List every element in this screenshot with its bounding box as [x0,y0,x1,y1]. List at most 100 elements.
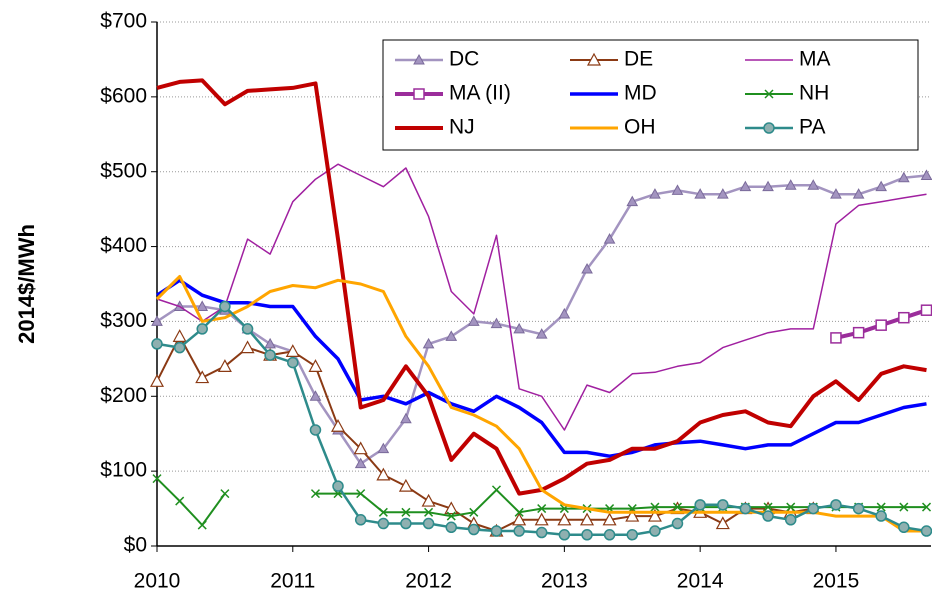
legend-item: NJ [395,116,475,139]
point [309,424,322,436]
point [285,344,300,357]
series [156,278,927,458]
point [490,317,503,329]
point [581,529,593,541]
point [830,332,842,344]
point [875,510,887,522]
point [603,529,616,541]
point [852,326,865,339]
point [377,517,390,530]
point [580,512,595,526]
point [217,359,232,372]
legend-label: MA [799,48,831,71]
point [694,499,706,511]
legend-marker [763,122,775,134]
point [626,195,639,207]
point [309,390,322,401]
y-tick-label: $400 [100,234,147,257]
series [155,275,927,533]
point [310,489,320,499]
point [401,507,411,517]
point [875,180,888,192]
point [830,499,842,511]
point [534,512,549,526]
point [421,493,436,507]
legend-label: DE [624,48,653,71]
point [784,514,797,526]
legend-label: NJ [449,116,475,139]
legend-item: PA [745,116,825,139]
point [920,525,932,537]
point [446,511,456,521]
series [830,304,932,344]
legend-label: NH [799,82,829,105]
point [875,319,887,331]
point [196,323,208,335]
point [149,374,165,387]
series [151,300,932,541]
point [287,356,299,369]
x-tick-label: 2011 [270,570,315,593]
point [173,341,186,354]
point [762,510,774,522]
point [151,315,163,326]
legend-item: MA [745,48,831,71]
point [240,340,255,354]
point [513,322,526,334]
point [558,307,571,319]
point [920,169,932,180]
point [445,330,458,341]
point [625,508,640,522]
point [422,517,435,530]
legend-marker [764,89,774,99]
x-tick-label: 2013 [541,570,588,593]
series-line [156,163,927,431]
point [852,502,865,515]
legend-label: PA [799,116,825,139]
legend-marker [413,53,425,65]
point [197,520,207,530]
y-tick-label: $300 [100,309,147,332]
x-tick-label: 2015 [813,570,860,593]
point [876,502,886,512]
point [739,502,752,515]
point [715,516,730,530]
point [151,338,163,350]
point [762,180,774,192]
series-line [156,278,927,458]
point [557,512,572,526]
x-tick-label: 2014 [677,570,724,593]
point [716,188,729,199]
y-tick-label: $600 [100,84,147,107]
point [581,262,593,274]
legend-label: MA (II) [449,82,511,105]
point [332,480,344,492]
point [649,525,661,537]
point [717,499,729,511]
legend-item: NH [745,82,829,105]
x-tick-label: 2012 [405,570,452,593]
point [241,323,254,335]
point [852,188,865,199]
legend-item: OH [570,116,656,139]
point [330,418,346,432]
point [602,512,617,526]
legend-label: OH [624,116,656,139]
point [354,457,367,469]
legend-item: DC [395,48,479,71]
legend-label: MD [624,82,657,105]
point [172,329,187,342]
legend-marker [413,88,425,100]
point [784,179,797,190]
point [376,467,391,481]
series-line [155,275,927,533]
y-tick-label: $700 [100,10,147,33]
point [377,442,390,454]
point [898,311,910,324]
point [603,233,616,244]
point [378,507,388,517]
point [671,184,684,195]
point [491,485,502,495]
y-tick-label: $100 [100,459,147,482]
